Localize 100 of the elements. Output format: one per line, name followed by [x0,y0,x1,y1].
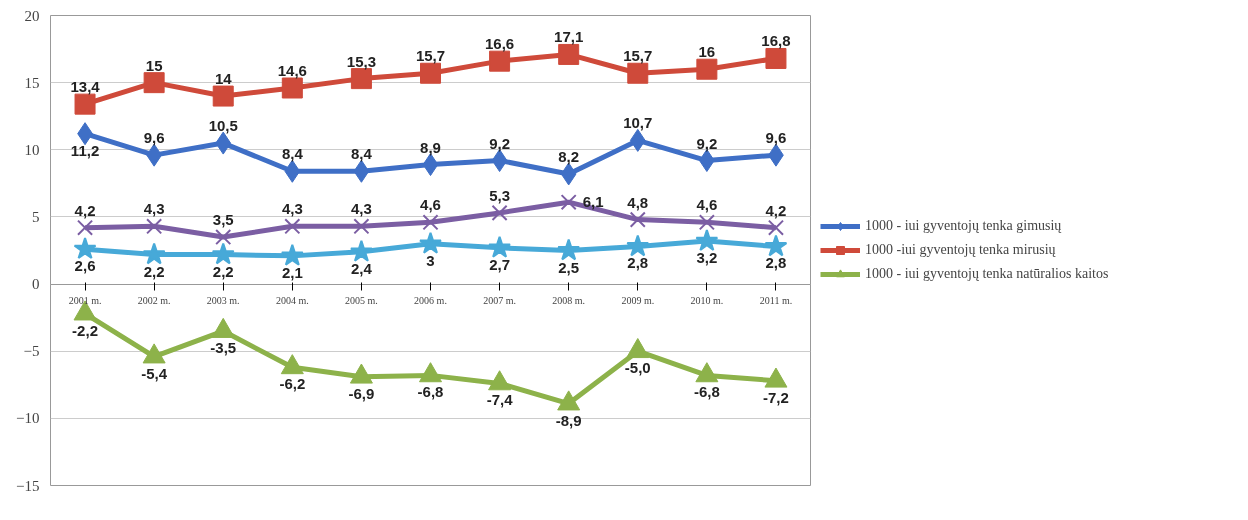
point [557,238,581,261]
point [211,317,235,338]
data-label: 9,6 [143,129,165,147]
point [419,231,442,254]
data-label: -3,5 [210,339,237,357]
x-tick-label: 2008 m. [552,295,586,307]
point [419,362,442,383]
x-tick-label: 2011 m. [759,295,793,307]
x-tick-label: 2006 m. [414,295,447,307]
y-tick-label: −10 [16,410,40,427]
point [76,219,94,236]
data-label: -6,9 [348,384,375,402]
data-label: 2,6 [74,257,96,275]
legend-label: 1000 - iui gyventojų tenka gimusių [865,218,1062,234]
data-label: 8,4 [350,145,373,163]
point [491,204,508,221]
data-label: 8,2 [558,147,580,165]
data-label: -7,4 [486,391,514,409]
x-tick-label: 2005 m. [345,295,378,307]
data-label: 14,6 [277,62,307,80]
data-label: 2,1 [281,263,303,281]
data-label: -6,8 [693,383,720,401]
data-label: 16 [698,43,716,61]
data-label: 8,4 [281,145,304,163]
data-label: 14 [214,70,233,88]
data-label: 4,2 [765,201,787,219]
point [73,237,97,260]
data-label: -7,2 [763,388,789,406]
point [142,242,166,265]
y-tick-label: 15 [24,74,40,91]
point [215,229,232,246]
data-label: 11,2 [70,141,100,159]
point [767,219,785,236]
point [211,242,235,265]
y-tick-label: 0 [32,276,40,293]
x-tick-label: 2004 m. [275,295,309,307]
point [765,47,787,69]
legend-label: 1000 -iui gyventojų tenka mirusių [865,242,1056,258]
data-label: 4,3 [281,200,303,218]
data-label: 10,5 [208,117,238,135]
point [626,234,650,257]
data-label: 2,2 [143,262,165,280]
point [695,362,719,383]
data-label: 16,6 [484,35,515,53]
data-label: 8,9 [420,138,441,156]
point [420,62,441,84]
point [350,68,372,90]
x-tick-label: 2007 m. [483,295,516,307]
data-label: -5,4 [141,364,168,382]
data-label: 2,5 [558,258,580,276]
data-label: 4,6 [696,196,718,214]
point [698,214,715,231]
point [422,214,439,231]
data-label: 4,3 [350,200,372,218]
point [349,363,373,384]
data-label: 15,7 [415,47,446,65]
data-label: 17,1 [554,28,584,46]
data-label: -2,2 [72,321,98,339]
point [489,50,511,72]
point [627,62,649,84]
data-label: 4,3 [143,200,165,218]
point [560,194,577,211]
y-tick-label: 20 [24,7,40,24]
data-label: -6,8 [417,383,444,401]
data-label: 6,1 [582,193,604,211]
point [280,354,304,375]
x-tick-label: 2001 m. [68,295,102,307]
point [284,218,301,235]
data-label: -8,9 [555,411,582,429]
point [349,239,373,262]
x-tick-label: 2003 m. [206,295,240,307]
data-label: -5,0 [624,359,651,377]
y-tick-label: −15 [16,477,40,494]
data-label: 4,8 [627,193,649,211]
x-tick-label: 2002 m. [137,295,171,307]
data-label: 9,2 [696,134,718,152]
data-label: 15 [145,56,163,74]
point [626,338,650,359]
data-label: 3,2 [696,249,718,267]
data-label: 9,6 [765,129,787,147]
data-label: 5,3 [489,186,511,204]
data-label: 13,4 [70,78,101,96]
data-label: 2,7 [489,255,511,273]
data-label: -6,2 [279,375,306,393]
point [146,218,163,235]
point [764,367,788,388]
data-label: 16,8 [761,32,791,50]
point [558,43,580,65]
point [695,229,719,251]
point [488,235,512,258]
point [212,85,234,107]
y-tick-label: 10 [24,141,40,158]
point [764,234,788,257]
point [488,370,512,391]
point [281,77,303,99]
data-label: 2,8 [627,254,649,272]
legend-label: 1000 - iui gyventojų tenka natūralios kaitos [865,266,1109,282]
data-label: 4,2 [74,201,96,219]
x-tick-label: 2009 m. [621,295,655,307]
point [353,218,370,235]
